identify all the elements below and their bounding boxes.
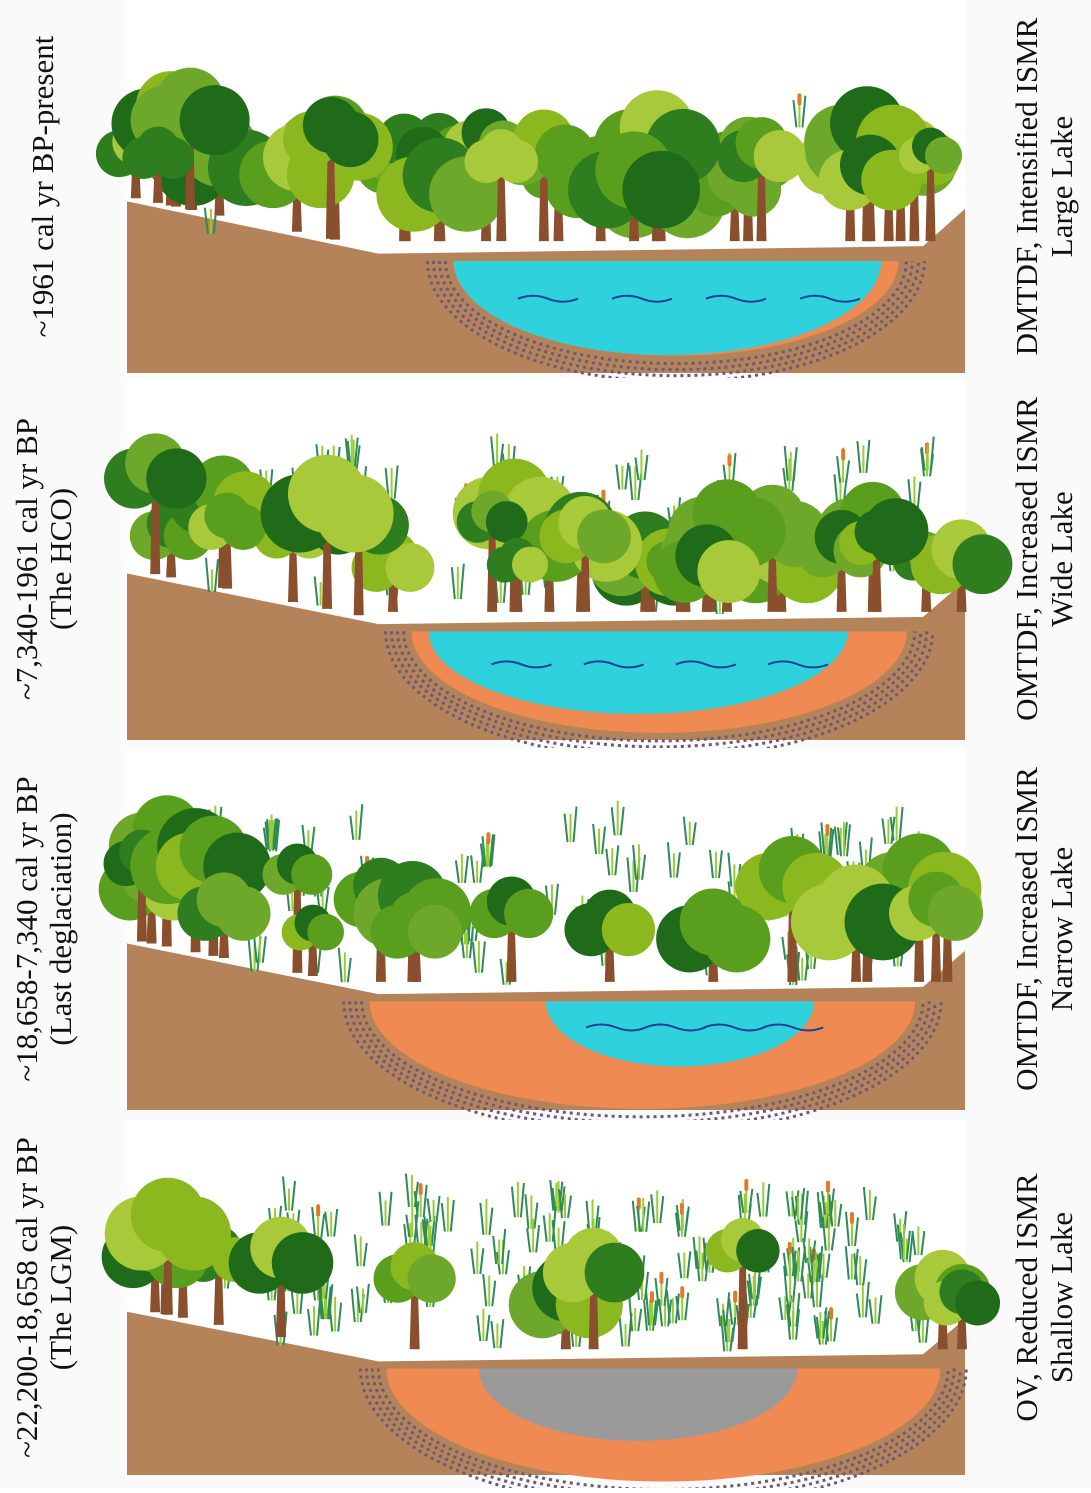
cattail <box>826 1181 830 1193</box>
cattail <box>727 454 731 466</box>
cattail <box>850 1212 854 1224</box>
canopy <box>291 854 332 895</box>
cattail <box>825 824 829 836</box>
cattail <box>841 449 845 461</box>
cattail <box>788 1242 792 1254</box>
cattail <box>650 1291 654 1303</box>
cattail <box>680 1203 684 1215</box>
canopy <box>322 111 378 167</box>
canopy <box>307 914 344 951</box>
canopy <box>407 1254 455 1302</box>
canopy <box>486 501 528 543</box>
canopy <box>495 140 538 183</box>
cattail <box>733 1291 737 1303</box>
cattail <box>659 1272 663 1284</box>
canopy <box>216 886 271 941</box>
canopy <box>146 448 206 508</box>
canopy <box>220 504 266 550</box>
canopy <box>577 510 631 564</box>
cattail <box>419 1183 423 1195</box>
canopy <box>697 540 760 603</box>
canopy <box>157 1196 231 1270</box>
canopy <box>925 137 962 174</box>
cattail <box>797 93 801 105</box>
canopy <box>736 1229 779 1272</box>
cattail <box>486 832 490 844</box>
canopy <box>152 137 194 179</box>
period-label: (Last deglaciation) <box>43 812 78 1045</box>
canopy <box>408 905 462 959</box>
canopy <box>870 521 914 565</box>
period-label: (The HCO) <box>43 488 78 630</box>
cattail <box>744 1179 748 1191</box>
canopy <box>512 547 548 583</box>
panel <box>102 1120 1000 1488</box>
description-label: Shallow Lake <box>1044 1212 1079 1383</box>
description-label: OMTDF, Increased ISMR <box>1009 767 1044 1091</box>
description-label: Wide Lake <box>1044 491 1079 627</box>
panel <box>99 748 983 1135</box>
canopy <box>272 1232 334 1294</box>
figure: ~1961 cal yr BP-present DMTDF, Intensifie… <box>0 0 1091 1488</box>
canopy <box>585 1243 645 1303</box>
canopy <box>622 151 700 229</box>
description-label: Large Lake <box>1044 116 1079 257</box>
canopy <box>504 889 553 938</box>
canopy <box>602 903 655 956</box>
canopy <box>754 130 806 182</box>
description-label: OMTDF, Increased ISMR <box>1009 397 1044 721</box>
canopy <box>180 85 250 155</box>
period-label: ~7,340-1961 cal yr BP <box>9 418 44 700</box>
canopy <box>955 1281 1000 1326</box>
cattail <box>829 1307 833 1319</box>
period-label: ~1961 cal yr BP-present <box>25 35 60 337</box>
period-label: ~18,658-7,340 cal yr BP <box>9 776 44 1081</box>
cattail <box>680 1286 684 1298</box>
period-label: ~22,200-18,658 cal yr BP <box>9 1137 44 1458</box>
canopy <box>315 474 393 552</box>
canopy <box>703 905 770 972</box>
period-label: (The LGM) <box>43 1225 78 1370</box>
description-label: Narrow Lake <box>1044 847 1079 1011</box>
description-label: DMTDF, Intensified ISMR <box>1009 17 1044 355</box>
canopy <box>928 885 983 940</box>
panel <box>104 378 1012 759</box>
canopy <box>953 534 1013 594</box>
description-label: OV, Reduced ISMR <box>1009 1173 1044 1422</box>
panel <box>96 0 965 382</box>
cattail <box>316 1205 320 1217</box>
